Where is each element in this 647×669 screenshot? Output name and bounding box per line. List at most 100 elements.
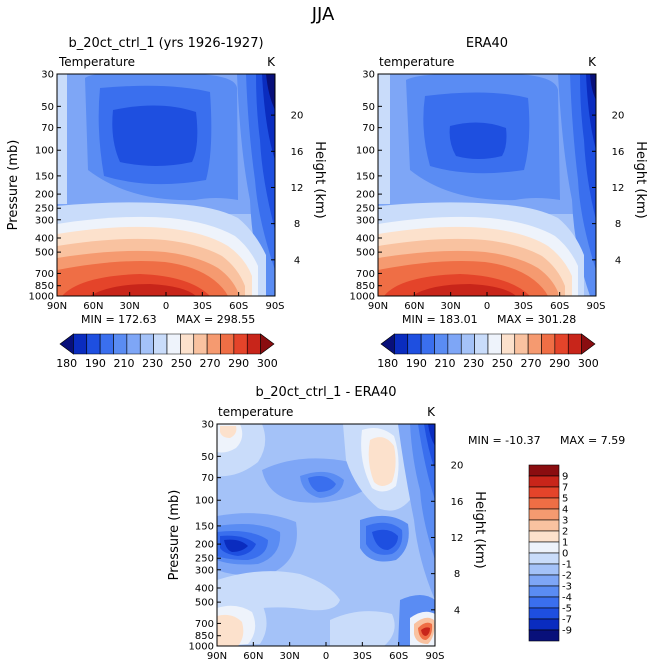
height-axis: 20 16 12 8 4 [431, 461, 464, 616]
colorbar-swatch [541, 333, 556, 355]
colorbar-label: 190 [406, 357, 427, 370]
x-axis: 90N 60N 30N 0 30S 60S 90S [47, 292, 285, 312]
x-tick-label: 30S [193, 301, 212, 312]
y-tick-label: 400 [35, 233, 54, 244]
colorbar-swatch [528, 563, 560, 576]
x-axis: 90N 60N 30N 0 30S 60S 90S [368, 292, 606, 312]
field-band [112, 105, 198, 166]
corner-label-left: Temperature [58, 55, 135, 69]
colorbar-swatch [514, 333, 529, 355]
colorbar-label: 3 [562, 516, 568, 527]
field-band [224, 539, 248, 552]
colorbar-swatch [528, 574, 560, 587]
x-tick-label: 60N [243, 651, 263, 662]
y-axis-label: Pressure (mb) [167, 490, 182, 581]
field-band [220, 426, 237, 438]
x-tick-label: 30S [353, 651, 372, 662]
colorbar-swatch [434, 333, 449, 355]
colorbar-swatch [166, 333, 181, 355]
y-tick-label: 400 [195, 583, 214, 594]
y-tick-label: 200 [35, 190, 54, 201]
max-label: MAX = 298.55 [176, 313, 255, 326]
colorbar-label: -1 [562, 560, 572, 571]
y-tick-label: 70 [362, 123, 375, 134]
colorbar-label: 210 [114, 357, 135, 370]
field-band [308, 476, 336, 492]
colorbar-label: 180 [56, 357, 77, 370]
field-band [590, 74, 596, 100]
y-tick-label: 500 [356, 248, 375, 259]
panel-reanalysis: ERA40 temperature K 90N 60N 30N 0 30S 60S 90S [350, 36, 647, 370]
field-band [378, 74, 390, 204]
colorbar-label: -2 [562, 571, 572, 582]
colorbar-label: 250 [492, 357, 513, 370]
field-band [428, 424, 435, 446]
colorbar-swatch [528, 585, 560, 598]
y-tick-label: 30 [362, 70, 375, 81]
y-tick-label: 50 [41, 102, 54, 113]
colorbar-swatch [460, 333, 475, 355]
y-tick-label: 150 [356, 171, 375, 182]
field-band [449, 122, 507, 159]
colorbar-swatch [86, 333, 101, 355]
colorbar-swatch [220, 333, 235, 355]
x-tick-label: 30N [280, 651, 300, 662]
height-tick-label: 16 [291, 147, 304, 158]
y-tick-label: 250 [356, 204, 375, 215]
y-tick-label: 150 [195, 521, 214, 532]
colorbar-swatch [528, 508, 560, 521]
y-tick-label: 1000 [189, 642, 214, 653]
colorbar-label: 290 [228, 357, 249, 370]
height-tick-label: 12 [451, 533, 464, 544]
y-tick-label: 200 [356, 190, 375, 201]
x-tick-label: 30N [120, 301, 140, 312]
height-axis: 20 16 12 8 4 [592, 111, 625, 266]
colorbar-swatch [394, 333, 409, 355]
height-axis-label: Height (km) [472, 491, 487, 568]
y-tick-label: 100 [195, 496, 214, 507]
colorbar-label: 0 [562, 549, 568, 560]
corner-label-left: temperature [379, 55, 454, 69]
y-tick-label: 300 [195, 565, 214, 576]
height-tick-label: 8 [294, 219, 300, 230]
y-tick-label: 850 [35, 281, 54, 292]
colorbar-swatch [487, 333, 502, 355]
y-tick-label: 30 [41, 70, 54, 81]
colorbar-label: 230 [463, 357, 484, 370]
height-tick-label: 20 [451, 461, 464, 472]
max-label: MAX = 301.28 [497, 313, 576, 326]
colorbar-swatch [447, 333, 462, 355]
colorbar-label: 2 [562, 527, 568, 538]
height-tick-label: 20 [612, 111, 625, 122]
height-axis-label: Height (km) [633, 141, 647, 218]
corner-label-left: temperature [218, 405, 293, 419]
height-tick-label: 16 [451, 497, 464, 508]
y-tick-label: 70 [201, 473, 214, 484]
x-tick-label: 90N [47, 301, 67, 312]
y-tick-label: 70 [41, 123, 54, 134]
colorbar-swatch [528, 541, 560, 554]
x-tick-label: 30S [514, 301, 533, 312]
field-band [266, 74, 275, 110]
min-label: MIN = -10.37 [468, 434, 541, 447]
colorbar-label: -5 [562, 604, 572, 615]
corner-label-right: K [267, 55, 276, 69]
x-tick-label: 90S [425, 651, 444, 662]
height-tick-label: 8 [454, 569, 460, 580]
colorbar-swatch [554, 333, 569, 355]
y-tick-label: 50 [362, 102, 375, 113]
field-band [372, 529, 398, 550]
colorbar: 180 190 210 230 250 270 290 300 [56, 333, 278, 370]
colorbar-swatch [139, 333, 154, 355]
colorbar-label: 230 [142, 357, 163, 370]
height-tick-label: 4 [454, 605, 460, 616]
colorbar: 180 190 210 230 250 270 290 300 [377, 333, 599, 370]
panel-difference: b_20ct_ctrl_1 - ERA40 temperature K [167, 385, 625, 662]
x-tick-label: 90N [207, 651, 227, 662]
y-tick-label: 150 [35, 171, 54, 182]
colorbar-swatch [407, 333, 422, 355]
height-axis: 20 16 12 8 4 [271, 111, 304, 266]
colorbar-swatch [567, 333, 582, 355]
